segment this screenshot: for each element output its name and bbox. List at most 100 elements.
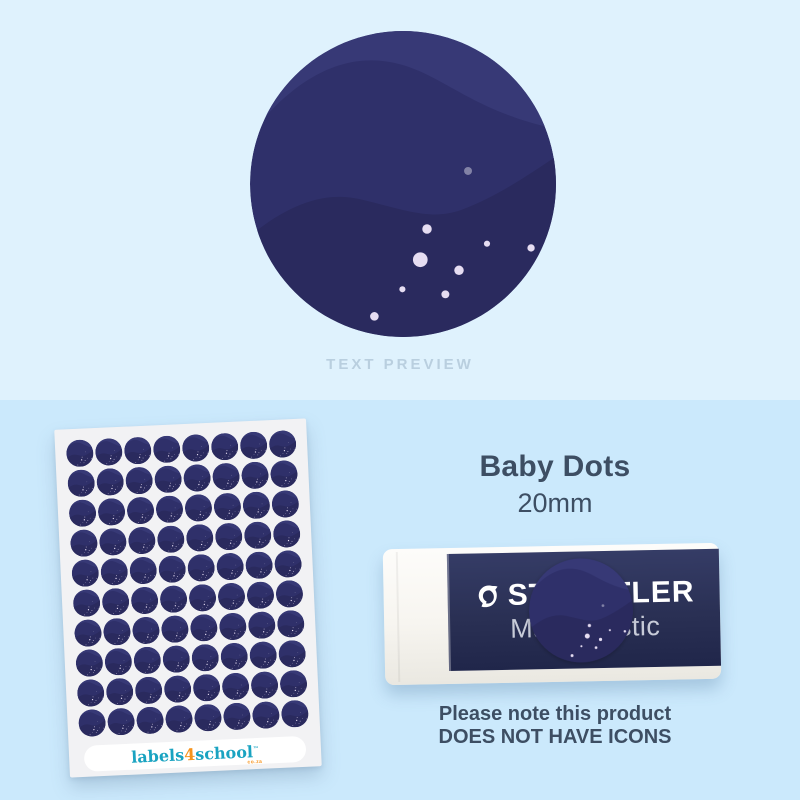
sheet-sticker-dot	[191, 643, 220, 672]
sheet-sticker-dot	[268, 429, 297, 459]
sheet-sticker-dot	[76, 678, 105, 708]
sheet-sticker-dot	[65, 439, 94, 468]
sheet-sticker-dot	[210, 432, 239, 461]
sheet-sticker-dot	[269, 459, 299, 489]
sheet-sticker-dot	[193, 703, 223, 732]
sheet-sticker-dot	[239, 431, 268, 460]
sheet-sticker-dot	[243, 521, 272, 550]
sheet-sticker-dot	[188, 583, 217, 612]
sheet-sticker-dot	[181, 433, 210, 463]
sheet-sticker-dot	[250, 671, 279, 700]
sheet-sticker-dot	[71, 559, 100, 588]
brand-logo-strip: labels4school™ co.za	[83, 735, 307, 772]
sheet-sticker-dot	[134, 676, 163, 705]
sheet-sticker-dot	[131, 616, 161, 645]
sheet-sticker-dot	[105, 677, 134, 706]
sheet-sticker-dot	[102, 617, 132, 646]
design-preview-circle	[250, 31, 556, 337]
logo-part-labels: labels	[130, 744, 185, 767]
sheet-sticker-dot	[220, 642, 249, 671]
sheet-sticker-dot	[101, 587, 130, 616]
eraser-brand-row: STAEDTLER	[474, 575, 695, 613]
sheet-sticker-dot	[152, 435, 181, 464]
sheet-sticker-dot	[129, 556, 158, 585]
sheet-sticker-dot	[123, 436, 152, 465]
note-line-2: DOES NOT HAVE ICONS	[438, 726, 672, 748]
logo-domain: co.za	[247, 758, 263, 765]
sheet-sticker-dot	[276, 609, 305, 638]
product-note: Please note this product DOES NOT HAVE I…	[400, 703, 710, 749]
sticker-dot-grid	[65, 429, 309, 738]
sheet-sticker-dot	[75, 648, 104, 678]
sheet-sticker-dot	[156, 525, 185, 554]
sheet-sticker-dot	[96, 467, 125, 497]
sheet-sticker-dot	[187, 553, 216, 582]
sheet-sticker-dot	[275, 579, 304, 608]
eraser-sleeve: STAEDTLER Mars plastic	[446, 548, 722, 671]
note-line-1: Please note this product	[438, 703, 672, 725]
sheet-sticker-dot	[153, 465, 183, 494]
sheet-sticker-dot	[69, 529, 99, 558]
sheet-sticker-dot	[94, 437, 123, 467]
sheet-sticker-dot	[125, 466, 154, 495]
sheet-sticker-dot	[244, 551, 274, 580]
sheet-sticker-dot	[211, 462, 241, 491]
sheet-sticker-dot	[222, 702, 252, 731]
product-name: Baby Dots	[479, 450, 631, 483]
sheet-sticker-dot	[68, 499, 97, 528]
sheet-sticker-dot	[240, 461, 270, 490]
sheet-sticker-dot	[279, 669, 308, 698]
logo-part-school: school	[194, 741, 254, 764]
sheet-sticker-dot	[249, 641, 278, 670]
sheet-sticker-dot	[192, 673, 221, 702]
staedtler-helmet-icon	[474, 582, 500, 608]
sheet-sticker-dot	[242, 491, 271, 520]
sheet-sticker-dot	[72, 589, 101, 618]
sheet-sticker-dot	[217, 582, 246, 611]
sheet-sticker-dot	[162, 644, 191, 674]
sheet-sticker-dot	[104, 647, 133, 676]
sheet-sticker-dot	[158, 555, 187, 584]
sheet-sticker-dot	[216, 552, 245, 581]
sheet-sticker-dot	[155, 495, 184, 524]
sheet-sticker-dot	[184, 493, 213, 523]
sheet-sticker-dot	[164, 704, 194, 734]
sheet-sticker-dot	[67, 469, 96, 498]
sheet-sticker-dot	[127, 526, 156, 555]
sheet-sticker-dot	[159, 585, 188, 614]
sheet-sticker-dot	[130, 586, 159, 615]
sheet-sticker-dot	[73, 618, 103, 648]
sheet-sticker-dot	[272, 519, 301, 549]
sheet-sticker-dot	[214, 522, 243, 551]
sheet-sticker-dot	[273, 549, 303, 579]
sheet-sticker-dot	[271, 489, 300, 519]
sheet-sticker-dot	[126, 496, 155, 525]
sheet-sticker-dot	[100, 557, 129, 586]
sheet-sticker-dot	[247, 611, 276, 640]
sheet-sticker-dot	[280, 699, 309, 728]
eraser-bevel-line	[395, 551, 401, 682]
sheet-sticker-dot	[213, 492, 242, 521]
text-preview-caption: TEXT PREVIEW	[326, 356, 474, 373]
sticker-sheet: labels4school™ co.za	[54, 418, 322, 778]
eraser: STAEDTLER Mars plastic	[382, 542, 722, 686]
logo-trademark: ™	[252, 745, 259, 753]
sheet-sticker-dot	[106, 707, 136, 736]
sheet-sticker-dot	[77, 708, 107, 738]
sheet-sticker-dot	[133, 646, 162, 675]
sheet-sticker-dot	[163, 674, 192, 704]
sticker-on-eraser	[527, 557, 634, 664]
sheet-sticker-dot	[221, 672, 250, 701]
product-size: 20mm	[517, 488, 593, 518]
labels4school-logo: labels4school™ co.za	[130, 741, 263, 767]
sheet-sticker-dot	[135, 706, 165, 735]
sheet-sticker-dot	[189, 613, 218, 642]
sheet-sticker-dot	[278, 639, 307, 668]
sheet-sticker-dot	[251, 700, 280, 730]
sheet-sticker-dot	[185, 523, 214, 553]
sheet-sticker-dot	[182, 463, 212, 493]
sheet-sticker-dot	[218, 612, 247, 641]
sheet-sticker-dot	[160, 615, 189, 644]
sheet-sticker-dot	[98, 527, 127, 556]
